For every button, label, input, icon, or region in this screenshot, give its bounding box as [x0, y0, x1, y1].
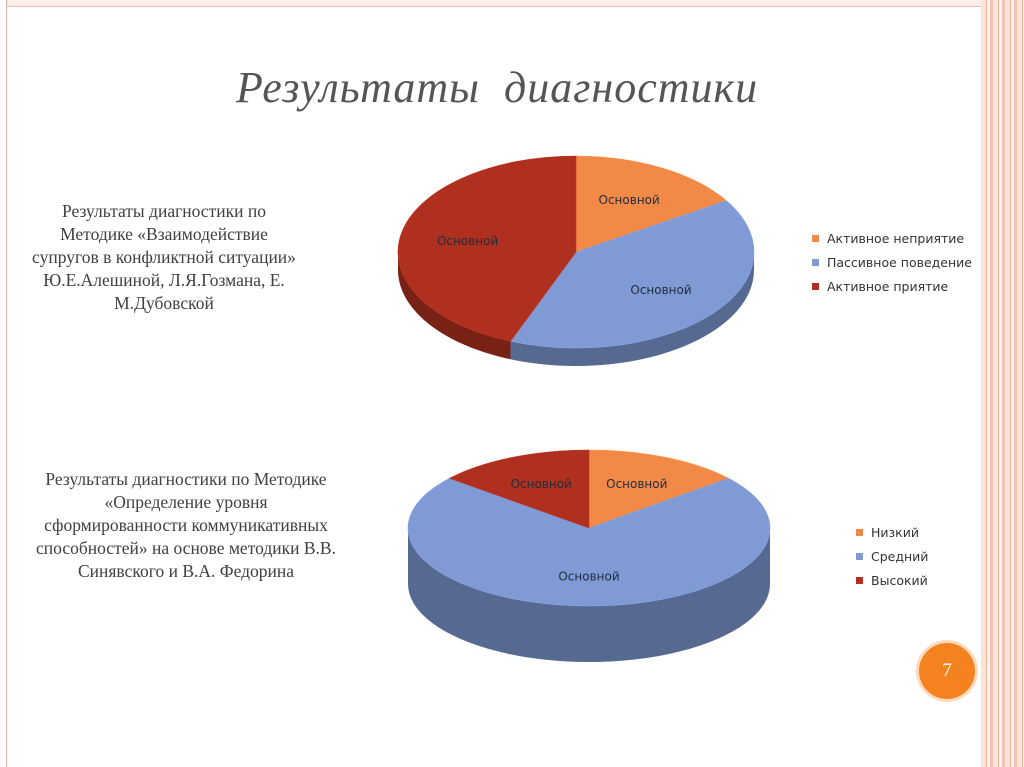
legend-label: Низкий: [871, 525, 919, 540]
page-number: 7: [942, 660, 952, 681]
slice-2: [407, 477, 771, 607]
slice-label-2: Основной: [558, 569, 619, 583]
legend-item-2: Средний: [856, 545, 928, 569]
slide-title: Результаты диагностики: [236, 63, 759, 112]
slice-3: [397, 155, 577, 342]
slice-label-1: Основной: [606, 477, 667, 491]
slice-label-2: Основной: [630, 283, 691, 297]
legend-swatch: [856, 529, 863, 536]
slice-label-3: Основной: [437, 234, 498, 248]
slice-side-3: [398, 252, 511, 360]
legend-item-1: Низкий: [856, 521, 928, 545]
legend-label: Средний: [871, 549, 929, 564]
legend-label: Высокий: [871, 573, 928, 588]
legend-item-1: Активное неприятие: [812, 227, 972, 251]
slice-side-2: [510, 252, 754, 366]
decorative-stripes: [981, 0, 1024, 767]
slide-left-border: [6, 0, 7, 767]
legend-chart-1: Активное неприятие Пассивное поведение А…: [812, 227, 972, 299]
legend-swatch: [812, 259, 819, 266]
chart-2-description: Результаты диагностики по Методике «Опре…: [36, 469, 336, 581]
legend-swatch: [856, 553, 863, 560]
page-number-badge: 7: [919, 643, 975, 699]
slice-label-1: Основной: [599, 193, 660, 207]
legend-item-3: Активное приятие: [812, 275, 972, 299]
slice-side-2: [408, 528, 770, 662]
slice-1: [575, 155, 727, 253]
legend-swatch: [812, 235, 819, 242]
slice-1: [588, 449, 730, 529]
legend-chart-2: Низкий Средний Высокий: [856, 521, 928, 593]
legend-item-2: Пассивное поведение: [812, 251, 972, 275]
legend-label: Активное неприятие: [827, 231, 965, 246]
slice-label-3: Основной: [511, 477, 572, 491]
slice-3: [448, 449, 590, 529]
legend-item-3: Высокий: [856, 569, 928, 593]
slide-top-border: [6, 0, 981, 7]
legend-swatch: [812, 283, 819, 290]
legend-swatch: [856, 577, 863, 584]
chart-1-description: Результаты диагностики по Методике «Взаи…: [32, 201, 296, 313]
legend-label: Пассивное поведение: [827, 255, 972, 270]
slice-2: [509, 200, 755, 349]
legend-label: Активное приятие: [827, 279, 949, 294]
